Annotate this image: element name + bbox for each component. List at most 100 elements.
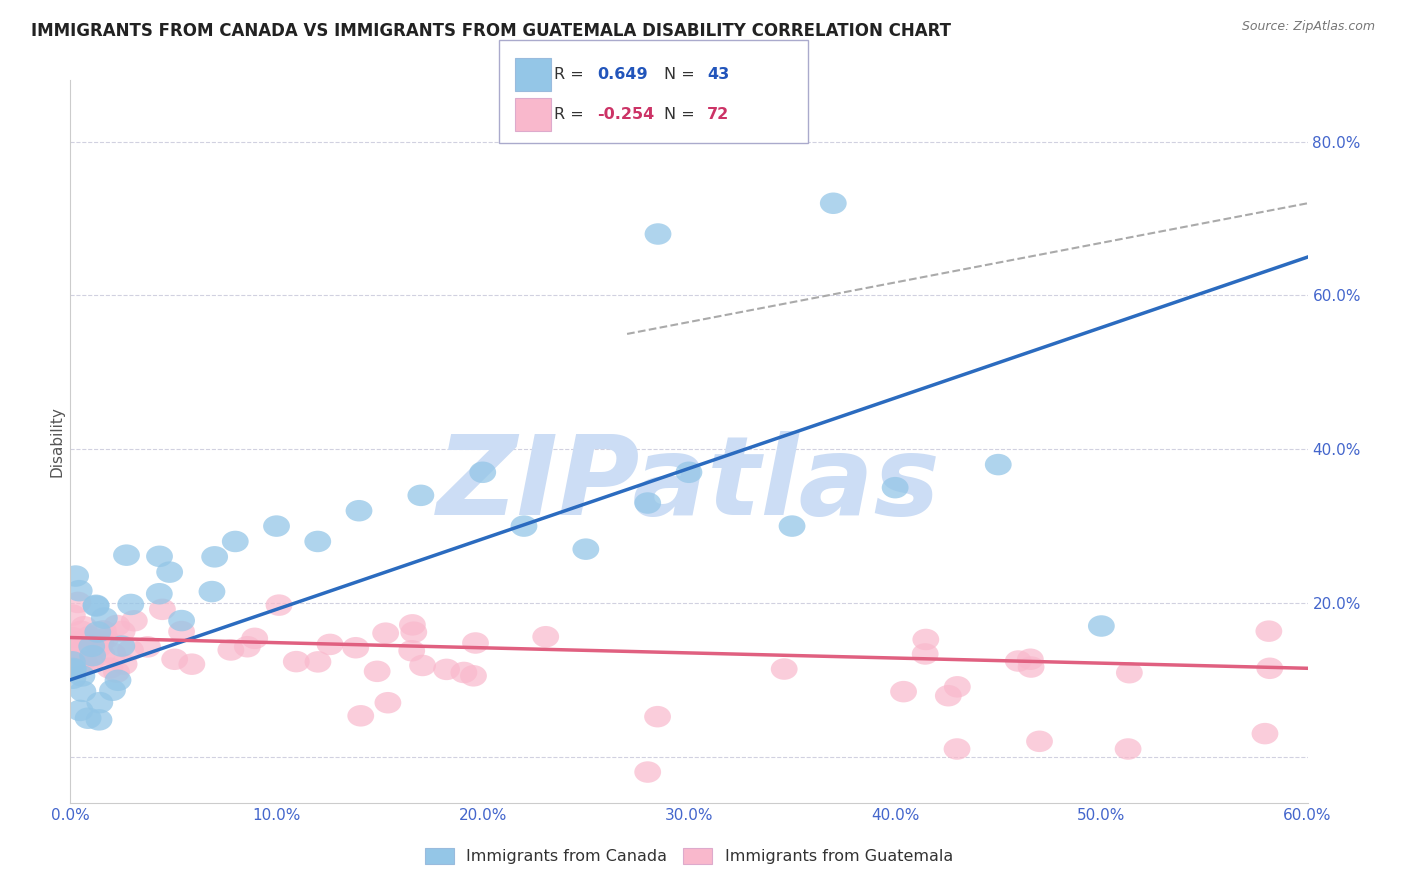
Ellipse shape: [305, 651, 332, 673]
Ellipse shape: [399, 614, 426, 636]
Ellipse shape: [134, 636, 160, 657]
Ellipse shape: [242, 628, 269, 649]
Ellipse shape: [198, 581, 225, 602]
Ellipse shape: [76, 626, 103, 648]
Ellipse shape: [342, 637, 370, 658]
Ellipse shape: [59, 659, 87, 681]
Text: 72: 72: [707, 107, 730, 122]
Ellipse shape: [283, 651, 309, 673]
Ellipse shape: [1017, 648, 1043, 670]
Ellipse shape: [91, 607, 118, 629]
Ellipse shape: [233, 636, 260, 657]
Ellipse shape: [69, 665, 96, 687]
Ellipse shape: [93, 628, 120, 649]
Ellipse shape: [644, 223, 672, 244]
Ellipse shape: [463, 632, 489, 654]
Text: 43: 43: [707, 67, 730, 82]
Ellipse shape: [675, 461, 703, 483]
Ellipse shape: [83, 595, 110, 616]
Ellipse shape: [86, 709, 112, 731]
Ellipse shape: [634, 761, 661, 783]
Ellipse shape: [779, 516, 806, 537]
Ellipse shape: [460, 665, 486, 687]
Ellipse shape: [59, 658, 86, 680]
Ellipse shape: [266, 594, 292, 615]
Ellipse shape: [533, 626, 560, 648]
Ellipse shape: [79, 636, 105, 657]
Text: N =: N =: [664, 107, 700, 122]
Ellipse shape: [169, 621, 195, 642]
Ellipse shape: [69, 681, 97, 702]
Ellipse shape: [935, 685, 962, 706]
Y-axis label: Disability: Disability: [49, 406, 65, 477]
Ellipse shape: [66, 635, 93, 657]
Text: N =: N =: [664, 67, 700, 82]
Ellipse shape: [347, 705, 374, 727]
Legend: Immigrants from Canada, Immigrants from Guatemala: Immigrants from Canada, Immigrants from …: [419, 841, 959, 871]
Ellipse shape: [1005, 650, 1032, 672]
Ellipse shape: [117, 640, 143, 661]
Ellipse shape: [770, 658, 797, 680]
Ellipse shape: [72, 652, 98, 673]
Ellipse shape: [104, 670, 131, 691]
Ellipse shape: [169, 610, 195, 632]
Ellipse shape: [572, 539, 599, 560]
Text: IMMIGRANTS FROM CANADA VS IMMIGRANTS FROM GUATEMALA DISABILITY CORRELATION CHART: IMMIGRANTS FROM CANADA VS IMMIGRANTS FRO…: [31, 22, 950, 40]
Ellipse shape: [433, 658, 460, 680]
Ellipse shape: [1088, 615, 1115, 637]
Ellipse shape: [75, 707, 101, 729]
Ellipse shape: [1018, 657, 1045, 678]
Ellipse shape: [179, 654, 205, 675]
Ellipse shape: [59, 655, 86, 676]
Ellipse shape: [66, 699, 93, 721]
Ellipse shape: [59, 632, 86, 653]
Ellipse shape: [104, 615, 131, 636]
Ellipse shape: [156, 561, 183, 582]
Ellipse shape: [59, 604, 86, 626]
Ellipse shape: [912, 629, 939, 650]
Ellipse shape: [108, 621, 135, 642]
Ellipse shape: [408, 484, 434, 506]
Ellipse shape: [890, 681, 917, 702]
Ellipse shape: [943, 676, 970, 698]
Ellipse shape: [373, 623, 399, 644]
Ellipse shape: [79, 645, 105, 666]
Ellipse shape: [83, 595, 110, 616]
Ellipse shape: [634, 492, 661, 514]
Ellipse shape: [943, 739, 970, 760]
Text: R =: R =: [554, 67, 589, 82]
Text: R =: R =: [554, 107, 589, 122]
Ellipse shape: [1116, 662, 1143, 683]
Ellipse shape: [89, 644, 115, 665]
Ellipse shape: [1115, 739, 1142, 760]
Ellipse shape: [98, 680, 127, 701]
Ellipse shape: [1026, 731, 1053, 752]
Text: 0.649: 0.649: [598, 67, 648, 82]
Ellipse shape: [364, 661, 391, 682]
Ellipse shape: [70, 638, 97, 659]
Ellipse shape: [84, 622, 111, 643]
Ellipse shape: [911, 643, 939, 665]
Ellipse shape: [117, 594, 145, 615]
Ellipse shape: [112, 544, 139, 566]
Ellipse shape: [470, 461, 496, 483]
Ellipse shape: [263, 516, 290, 537]
Ellipse shape: [65, 649, 91, 671]
Ellipse shape: [450, 662, 477, 683]
Ellipse shape: [201, 546, 228, 567]
Ellipse shape: [67, 621, 94, 642]
Ellipse shape: [1251, 723, 1278, 745]
Text: Source: ZipAtlas.com: Source: ZipAtlas.com: [1241, 20, 1375, 33]
Ellipse shape: [121, 610, 148, 632]
Ellipse shape: [304, 531, 332, 552]
Ellipse shape: [398, 640, 425, 662]
Ellipse shape: [984, 454, 1012, 475]
Ellipse shape: [820, 193, 846, 214]
Ellipse shape: [90, 620, 117, 641]
Ellipse shape: [60, 657, 87, 680]
Ellipse shape: [79, 629, 105, 650]
Ellipse shape: [59, 651, 86, 673]
Ellipse shape: [77, 651, 104, 673]
Ellipse shape: [59, 652, 86, 673]
Ellipse shape: [66, 580, 93, 601]
